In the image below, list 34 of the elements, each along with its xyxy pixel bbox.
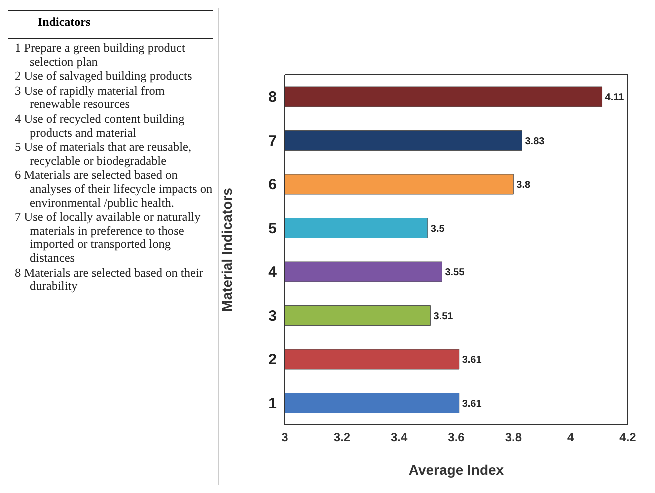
text: 1 Prepare a green building product selection plan [14,41,186,70]
data-label: 3.51 [434,311,454,322]
text: 8 Materials are selected based on their durability [14,266,204,294]
x-tick-label: 4.2 [620,430,637,445]
text: 7 Use of locally available or naturally materials in preference to those imported or transported long distances [14,210,202,266]
x-tick-label: 3.4 [390,430,408,445]
data-label: 4.11 [605,92,625,104]
x-tick-label: 3.8 [505,430,522,445]
x-tick-label: 3.2 [334,430,351,445]
y-tick-label: 7 [268,132,277,150]
y-tick-label: 1 [268,395,277,412]
data-label: 3.5 [430,224,446,235]
text: 6 Materials are selected based on analyses of their lifecycle impacts on environmental /public health. [14,168,213,210]
y-tick-label: 8 [268,89,277,106]
text: 2 Use of salvaged building products [14,69,194,84]
x-tick-label: 4 [567,430,574,445]
y-tick-label: 2 [268,352,277,369]
data-label: 3.61 [462,355,482,366]
text: 5 Use of materials that are reusable, recyclable or biodegradable [14,140,193,168]
data-label: 3.61 [462,398,482,410]
y-axis-title: Material Indicators [218,188,235,312]
data-label: 3.55 [445,268,466,279]
legend-title: Indicators [8,10,213,39]
data-label: 3.83 [525,136,546,148]
data-label: 3.8 [516,180,532,192]
y-tick-label: 3 [268,308,277,325]
y-tick-label: 6 [268,176,277,194]
y-tick-label: 4 [268,264,278,282]
text: 4 Use of recycled content building products and material [14,112,186,140]
text: 3 Use of rapidly material from renewable resources [14,84,166,112]
x-tick-label: 3 [282,430,289,445]
x-axis-title: Average Index [408,462,504,478]
y-tick-label: 5 [268,220,277,238]
x-tick-label: 3.6 [448,430,466,445]
